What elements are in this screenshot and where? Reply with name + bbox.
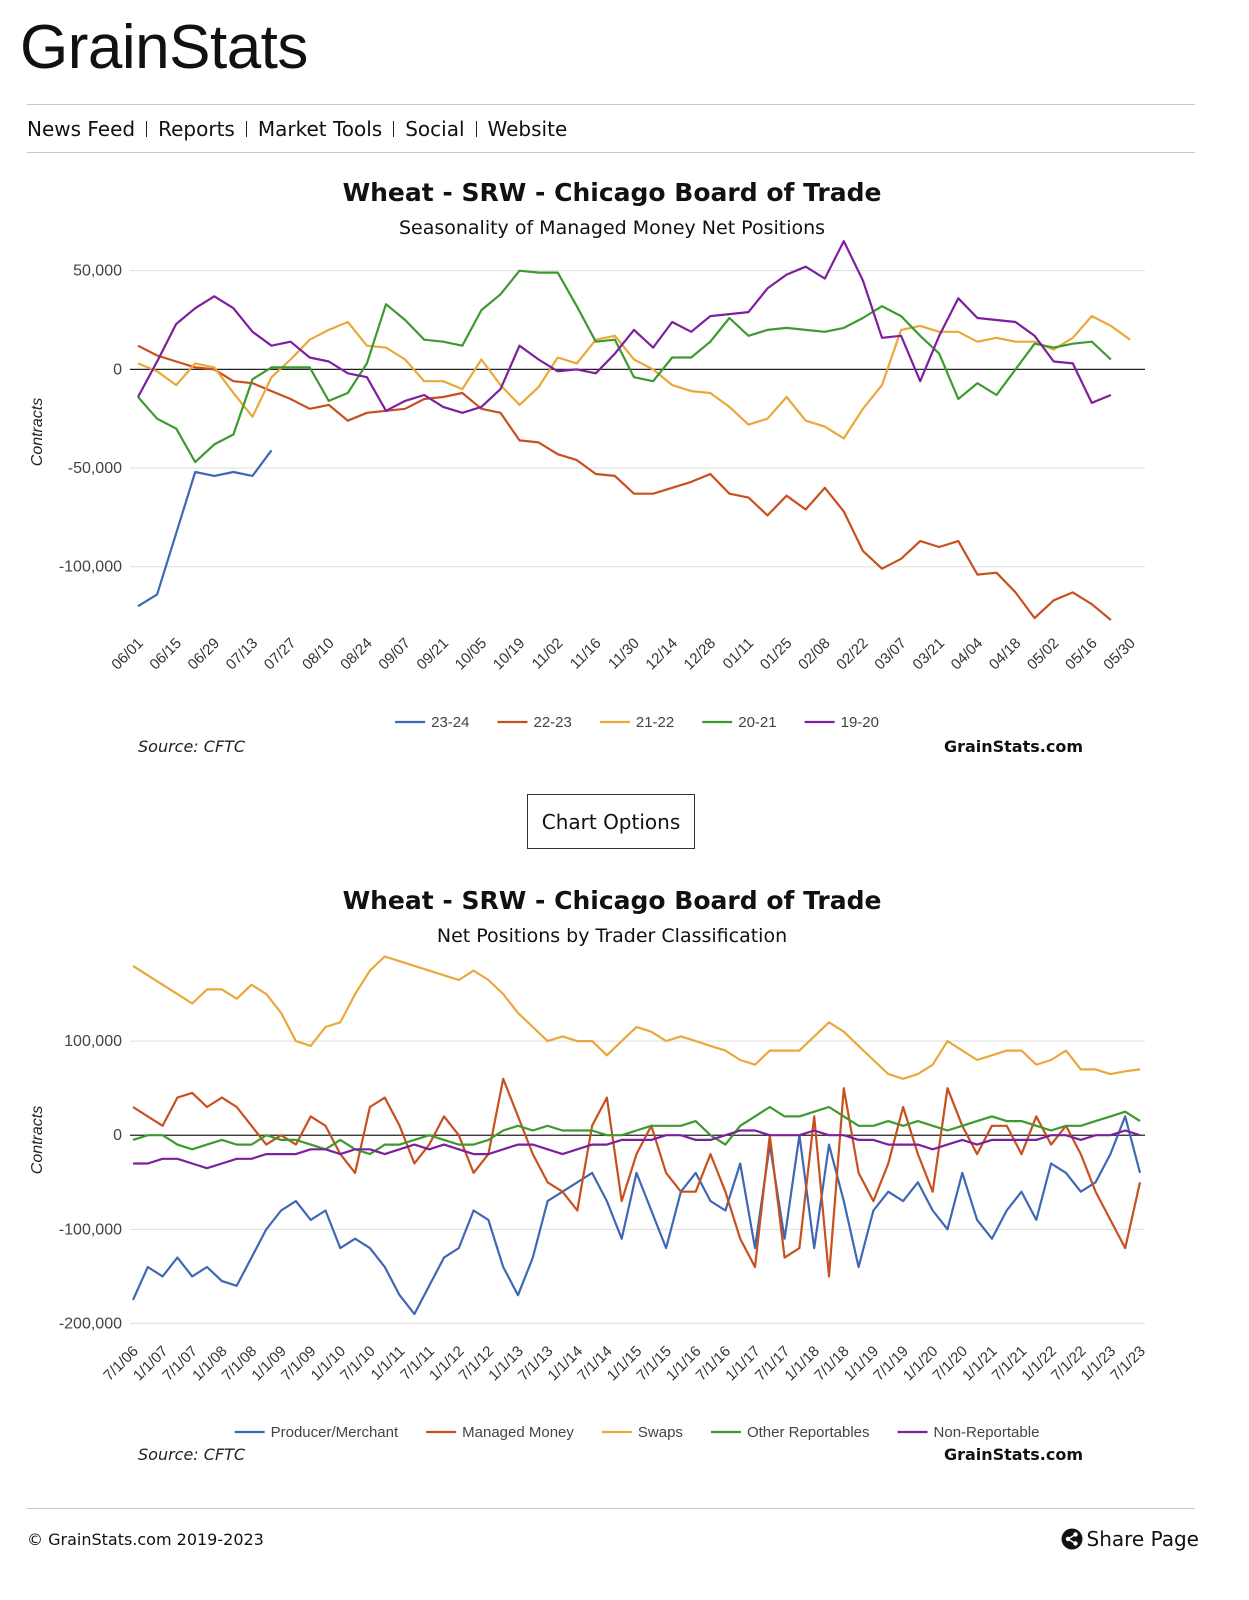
series-line [132,1077,1142,1278]
x-tick-label: 05/02 [1024,635,1063,674]
x-tick-label: 7/1/23 [1107,1343,1149,1385]
site-credit: GrainStats.com [944,737,1083,756]
nav-link[interactable]: Reports [158,117,235,141]
legend-label: Producer/Merchant [271,1424,399,1441]
series-line [137,449,273,608]
y-tick-label: 50,000 [73,263,122,280]
share-label: Share Page [1086,1527,1200,1551]
nav-separator [245,121,247,137]
y-axis-label: Contracts [29,1106,46,1174]
chart-subtitle: Net Positions by Trader Classification [437,925,787,947]
divider [27,1508,1195,1509]
x-tick-label: 06/29 [185,635,224,674]
x-tick-label: 06/01 [108,635,147,674]
logo[interactable]: GrainStats [20,13,308,82]
x-tick-label: 11/16 [567,635,605,673]
y-tick-label: -100,000 [59,559,122,576]
y-tick-label: -50,000 [68,460,122,477]
x-tick-label: 11/02 [529,635,567,673]
nav-separator [146,121,148,137]
x-tick-label: 10/05 [452,635,491,674]
site-credit: GrainStats.com [944,1445,1083,1464]
x-tick-label: 09/21 [413,635,452,674]
legend-label: Swaps [638,1424,683,1441]
series-line [137,240,1112,414]
x-tick-label: 02/22 [833,635,872,674]
legend-label: 21-22 [636,714,674,731]
x-tick-label: 09/07 [375,635,414,674]
x-tick-label: 08/10 [299,635,338,674]
x-tick-label: 03/07 [871,635,910,674]
legend: Producer/Merchant Managed Money Swaps Other… [234,1424,1040,1441]
y-tick-label: -100,000 [59,1221,122,1238]
source-note: Source: CFTC [138,737,246,756]
x-tick-label: 11/30 [605,635,643,673]
divider [27,152,1195,153]
series-line [132,955,1141,1080]
chart-title: Wheat - SRW - Chicago Board of Trade [343,178,882,207]
series-line [137,315,1131,440]
legend-label: 20-21 [738,714,776,731]
series-line [133,1129,1141,1170]
chart: Wheat - SRW - Chicago Board of Trade Seas… [29,178,1145,756]
x-tick-label: 12/14 [642,635,681,674]
nav-link[interactable]: Market Tools [257,117,383,141]
nav-separator [475,121,477,137]
x-tick-label: 02/08 [795,635,834,674]
x-tick-label: 01/25 [757,635,796,674]
legend: 23-24 22-23 21-22 20-21 19-20 [395,714,879,731]
x-tick-label: 03/21 [909,635,948,674]
y-axis-label: Contracts [29,398,46,466]
legend-label: 23-24 [431,714,469,731]
series-line [132,1105,1141,1156]
copyright: © GrainStats.com 2019-2023 [27,1530,264,1549]
legend-label: Non-Reportable [934,1424,1040,1441]
x-tick-label: 04/18 [986,635,1025,674]
nav-link[interactable]: News Feed [27,117,136,141]
legend-label: Other Reportables [747,1424,870,1441]
x-tick-label: 05/16 [1062,635,1101,674]
nav-separator [393,121,395,137]
y-tick-label: 0 [113,1127,122,1144]
x-tick-label: 10/19 [490,635,529,674]
y-tick-label: 0 [113,361,122,378]
share-button[interactable]: Share Page [1061,1527,1200,1551]
chart-options-button[interactable]: Chart Options [527,794,695,849]
divider [27,104,1195,105]
nav-bar: News Feed Reports Market Tools Social We… [27,117,567,141]
x-tick-label: 06/15 [146,635,185,674]
source-note: Source: CFTC [138,1445,246,1464]
x-tick-label: 7/1/10 [337,1343,379,1385]
x-tick-label: 04/04 [948,635,987,674]
x-tick-label: 01/11 [720,635,758,673]
legend-label: 19-20 [841,714,879,731]
y-tick-label: -200,000 [59,1315,122,1332]
x-tick-label: 05/30 [1100,635,1139,674]
x-tick-label: 12/28 [681,635,720,674]
chart: Wheat - SRW - Chicago Board of Trade Net … [29,886,1149,1464]
x-tick-label: 08/24 [337,635,376,674]
share-icon [1061,1528,1082,1550]
x-tick-label: 07/13 [223,635,262,674]
series-line [137,269,1112,464]
series-line [137,344,1112,621]
y-tick-label: 100,000 [64,1033,122,1050]
legend-label: 22-23 [533,714,571,731]
chart-subtitle: Seasonality of Managed Money Net Positio… [399,217,825,239]
chart-title: Wheat - SRW - Chicago Board of Trade [343,886,882,915]
series-line [131,1115,1142,1316]
legend-label: Managed Money [462,1424,574,1441]
x-tick-label: 07/27 [261,635,300,674]
nav-link[interactable]: Website [487,117,568,141]
nav-link[interactable]: Social [405,117,465,141]
